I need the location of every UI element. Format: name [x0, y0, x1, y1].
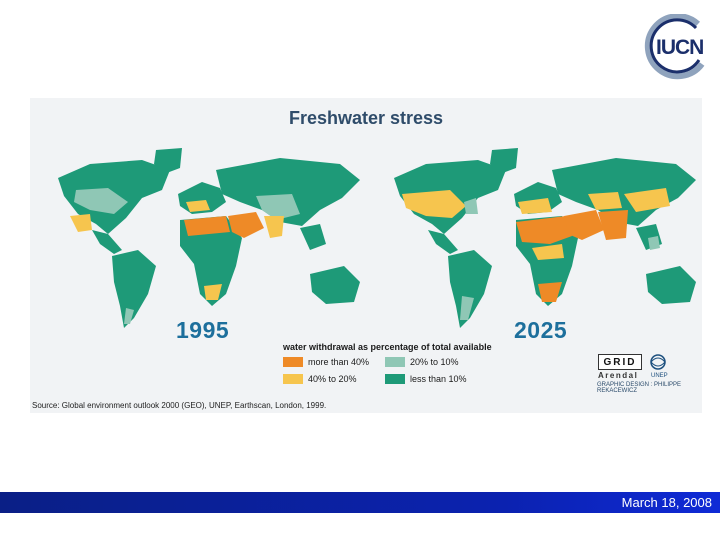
asia-1995 [216, 158, 360, 226]
legend-label: 40% to 20% [308, 374, 357, 384]
iucn-logo-text: IUCN [656, 36, 704, 59]
graphic-design-credit: GRAPHIC DESIGN : PHILIPPE REKACEWICZ [597, 382, 682, 394]
map-1995 [58, 148, 360, 328]
legend-label: more than 40% [308, 357, 370, 367]
legend-item: less than 10% [385, 374, 467, 384]
year-label-2025: 2025 [514, 317, 568, 343]
legend-item: more than 40% [283, 357, 369, 367]
legend-item: 20% to 10% [385, 357, 459, 367]
legend-title: water withdrawal as percentage of total … [283, 342, 492, 352]
australia-2025 [646, 266, 696, 304]
africa-1995 [180, 216, 242, 306]
legend-swatch [385, 357, 405, 367]
legend-swatch [283, 357, 303, 367]
unep-label: UNEP [651, 373, 668, 379]
greenland-1995 [154, 148, 182, 174]
grid-logo: GRID [598, 354, 642, 370]
australia-1995 [310, 266, 360, 304]
arendal-label: Arendal [598, 371, 639, 380]
freshwater-stress-figure: Freshwater stress 1995 2025 water withdr… [30, 98, 702, 413]
legend-swatch [385, 374, 405, 384]
world-maps [58, 148, 696, 328]
iucn-logo-ring [644, 14, 705, 80]
unep-emblem-icon [650, 354, 666, 370]
figure-title: Freshwater stress [288, 108, 444, 128]
footer-date: March 18, 2008 [621, 495, 712, 510]
asia-2025 [552, 158, 696, 226]
source-citation: Source: Global environment outlook 2000 … [32, 401, 327, 410]
legend-label: 20% to 10% [410, 357, 459, 367]
south-america-2025 [448, 250, 492, 328]
legend-swatch [283, 374, 303, 384]
legend-label: less than 10% [410, 374, 467, 384]
legend-item: 40% to 20% [283, 374, 357, 384]
year-label-1995: 1995 [176, 317, 230, 343]
footer-bar: March 18, 2008 [0, 492, 720, 513]
south-america-1995 [112, 250, 156, 328]
map-2025 [394, 148, 696, 328]
